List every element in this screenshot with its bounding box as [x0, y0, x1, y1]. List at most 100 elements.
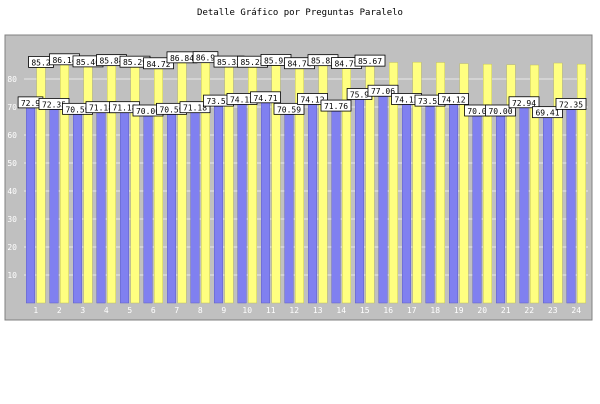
x-tick-label: 9: [221, 306, 226, 315]
data-label-series-2: 85.83: [311, 57, 335, 66]
y-tick-label: 20: [7, 243, 17, 252]
y-tick-label: 70: [7, 103, 17, 112]
y-tick-label: 30: [7, 215, 17, 224]
x-tick-label: 15: [360, 306, 370, 315]
data-label-series-1: 74.12: [300, 95, 324, 104]
x-tick-label: 6: [151, 306, 156, 315]
bar-series-1: [261, 93, 270, 304]
x-tick-label: 21: [501, 306, 511, 315]
bar-series-1: [308, 95, 317, 304]
data-label-series-1: 71.18: [112, 104, 136, 113]
data-label-series-2: 85.29: [123, 58, 147, 67]
bar-series-1: [425, 96, 435, 304]
data-label-series-2: 85.93: [264, 56, 288, 65]
bar-series-2: [130, 63, 140, 304]
data-label-series-1: 75.9: [350, 90, 369, 99]
x-tick-label: 8: [198, 306, 203, 315]
data-label-series-2: 85.2: [31, 58, 50, 67]
data-label-series-1: 72.35: [559, 100, 583, 109]
data-label-series-1: 73.53: [418, 97, 442, 106]
data-label-series-1: 72.35: [42, 100, 66, 109]
data-label-series-2-box: [143, 57, 174, 70]
data-label-series-1: 70.59: [159, 105, 183, 114]
data-label-series-1: 74.12: [230, 95, 254, 104]
bar-series-1: [120, 103, 129, 304]
y-tick-label: 80: [7, 75, 17, 84]
data-label-series-1: 74.71: [253, 94, 277, 103]
bar-series-2: [483, 63, 492, 304]
bar-series-1: [496, 106, 505, 304]
data-label-series-1-box: [250, 91, 281, 104]
data-label-series-2: 84.79: [334, 60, 358, 69]
x-tick-label: 23: [548, 306, 558, 315]
bar-series-2: [389, 62, 398, 304]
x-tick-label: 2: [57, 306, 62, 315]
bar-series-1: [449, 95, 458, 304]
bar-series-2: [107, 62, 116, 304]
bar-series-1: [331, 101, 341, 304]
bar-series-2: [577, 63, 586, 304]
data-label-series-2: 85.40: [76, 58, 100, 67]
bar-series-1: [167, 105, 176, 304]
data-label-series-2: 86.9: [196, 54, 215, 63]
y-tick-label: 60: [7, 131, 17, 140]
x-tick-label: 20: [477, 306, 487, 315]
bar-series-1: [96, 103, 106, 304]
data-label-series-2: 85.33: [217, 58, 241, 67]
bar-series-2: [530, 64, 539, 304]
bar-series-2: [506, 64, 516, 304]
x-tick-label: 16: [383, 306, 393, 315]
data-label-series-1-box: [485, 104, 516, 117]
x-tick-label: 12: [289, 306, 299, 315]
bar-series-1: [355, 90, 364, 304]
data-label-series-1: 77.06: [371, 87, 395, 96]
bar-series-1: [402, 95, 411, 304]
data-label-series-1-box: [320, 99, 352, 112]
bar-series-1: [214, 96, 223, 304]
data-label-series-1-box: [438, 93, 469, 105]
bar-series-1: [566, 100, 576, 304]
y-tick-label: 40: [7, 187, 17, 196]
y-tick-label: 10: [7, 271, 17, 280]
x-tick-label: 24: [571, 306, 581, 315]
bar-series-1: [472, 106, 482, 304]
bar-series-2: [83, 63, 93, 304]
data-label-series-1: 73.53: [206, 97, 230, 106]
data-label-series-1: 72.94: [512, 99, 536, 108]
x-tick-label: 10: [242, 306, 252, 315]
data-label-series-1-box: [555, 98, 587, 110]
x-tick-label: 1: [33, 306, 38, 315]
bar-series-1: [73, 105, 82, 304]
x-tick-label: 5: [127, 306, 132, 315]
data-label-series-2: 85.28: [240, 58, 264, 67]
bar-series-2: [459, 63, 469, 304]
data-label-series-1: 74.12: [441, 95, 465, 104]
data-label-series-2: 85.84: [99, 57, 123, 66]
data-label-series-1: 70.59: [65, 105, 89, 114]
bar-series-1: [284, 105, 294, 304]
x-tick-label: 18: [430, 306, 440, 315]
y-tick-label: 50: [7, 159, 17, 168]
bar-series-2: [553, 62, 563, 304]
data-label-series-1: 71.76: [324, 102, 348, 111]
data-label-series-1-box: [179, 101, 211, 114]
bar-series-1: [543, 108, 552, 304]
bar-series-2: [154, 65, 163, 304]
data-label-series-1: 70.00: [136, 107, 160, 116]
x-tick-label: 19: [454, 306, 464, 315]
bar-series-1: [49, 100, 59, 304]
data-label-series-2: 86.84: [170, 54, 194, 63]
bar-series-1: [143, 106, 153, 304]
x-tick-label: 7: [174, 306, 179, 315]
data-label-series-2-box: [354, 54, 386, 67]
data-label-series-1: 70.00: [488, 107, 512, 116]
data-label-series-1-box: [273, 102, 305, 115]
bar-series-1: [519, 98, 529, 304]
data-label-series-1: 71.18: [89, 104, 113, 113]
data-label-series-2: 85.67: [358, 57, 382, 66]
x-tick-label: 3: [80, 306, 85, 315]
data-label-series-1: 70.0: [467, 107, 486, 116]
data-label-series-1-box: [508, 96, 540, 109]
bar-series-2: [436, 62, 445, 304]
